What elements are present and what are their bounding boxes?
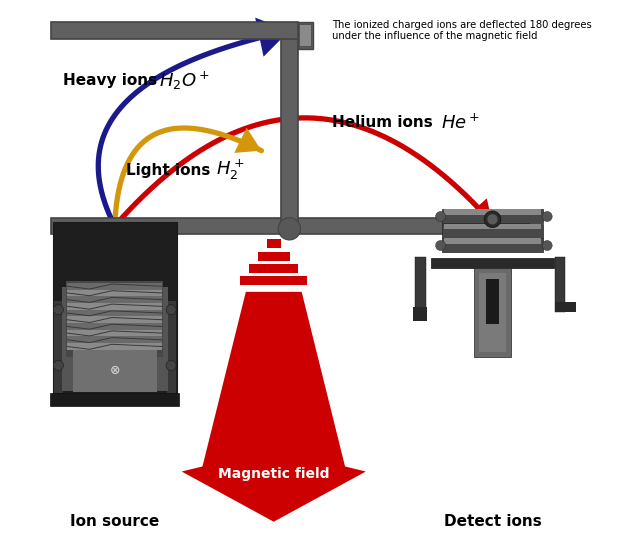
Circle shape [166,360,176,371]
FancyBboxPatch shape [413,307,427,321]
FancyBboxPatch shape [249,264,298,273]
FancyBboxPatch shape [555,257,565,312]
FancyBboxPatch shape [479,273,506,352]
FancyBboxPatch shape [299,24,311,46]
FancyBboxPatch shape [67,323,162,330]
Circle shape [484,211,501,228]
FancyBboxPatch shape [50,393,180,406]
Polygon shape [255,18,289,57]
FancyBboxPatch shape [67,343,162,350]
FancyBboxPatch shape [62,287,167,391]
FancyBboxPatch shape [67,283,162,290]
FancyBboxPatch shape [258,252,290,261]
Circle shape [53,305,63,315]
FancyBboxPatch shape [442,238,543,252]
Circle shape [278,218,301,240]
FancyBboxPatch shape [167,301,176,393]
FancyBboxPatch shape [66,281,164,357]
FancyBboxPatch shape [298,22,314,49]
FancyBboxPatch shape [50,218,529,234]
Polygon shape [234,128,261,153]
FancyBboxPatch shape [281,31,298,234]
FancyBboxPatch shape [486,279,499,324]
FancyBboxPatch shape [67,310,162,316]
FancyBboxPatch shape [431,258,554,268]
Text: $He^+$: $He^+$ [441,113,480,132]
Text: Light ions: Light ions [126,163,221,177]
Text: Helium ions: Helium ions [332,116,444,130]
FancyBboxPatch shape [475,268,511,357]
Text: $H_2^+$: $H_2^+$ [216,158,244,182]
Circle shape [435,211,446,222]
Text: under the influence of the magnetic field: under the influence of the magnetic fiel… [332,31,538,41]
FancyBboxPatch shape [415,257,426,312]
FancyBboxPatch shape [267,239,281,248]
FancyBboxPatch shape [54,301,63,393]
Polygon shape [182,449,366,522]
Circle shape [542,211,552,222]
Text: The ionized charged ions are deflected 180 degrees: The ionized charged ions are deflected 1… [332,20,592,30]
Polygon shape [468,199,493,223]
FancyBboxPatch shape [442,209,543,223]
Polygon shape [201,292,346,472]
Circle shape [166,305,176,315]
FancyBboxPatch shape [444,238,541,244]
Text: $H_2O^+$: $H_2O^+$ [159,70,211,92]
FancyBboxPatch shape [444,224,541,229]
FancyBboxPatch shape [50,22,298,39]
FancyBboxPatch shape [53,222,176,400]
FancyBboxPatch shape [240,276,307,285]
Text: Heavy ions: Heavy ions [63,74,167,88]
FancyBboxPatch shape [73,345,156,392]
FancyBboxPatch shape [555,302,576,312]
Circle shape [542,240,552,251]
FancyBboxPatch shape [67,303,162,310]
Circle shape [488,215,497,224]
Text: Detect ions: Detect ions [444,514,542,529]
FancyBboxPatch shape [67,330,162,336]
FancyBboxPatch shape [67,316,162,323]
Circle shape [435,240,446,251]
FancyBboxPatch shape [67,290,162,296]
FancyBboxPatch shape [442,224,543,238]
Text: ⊗: ⊗ [109,363,120,377]
Text: Magnetic field: Magnetic field [218,467,330,482]
FancyBboxPatch shape [67,296,162,303]
FancyBboxPatch shape [444,209,541,215]
FancyBboxPatch shape [67,336,162,343]
Circle shape [53,360,63,371]
Text: Ion source: Ion source [70,514,159,529]
